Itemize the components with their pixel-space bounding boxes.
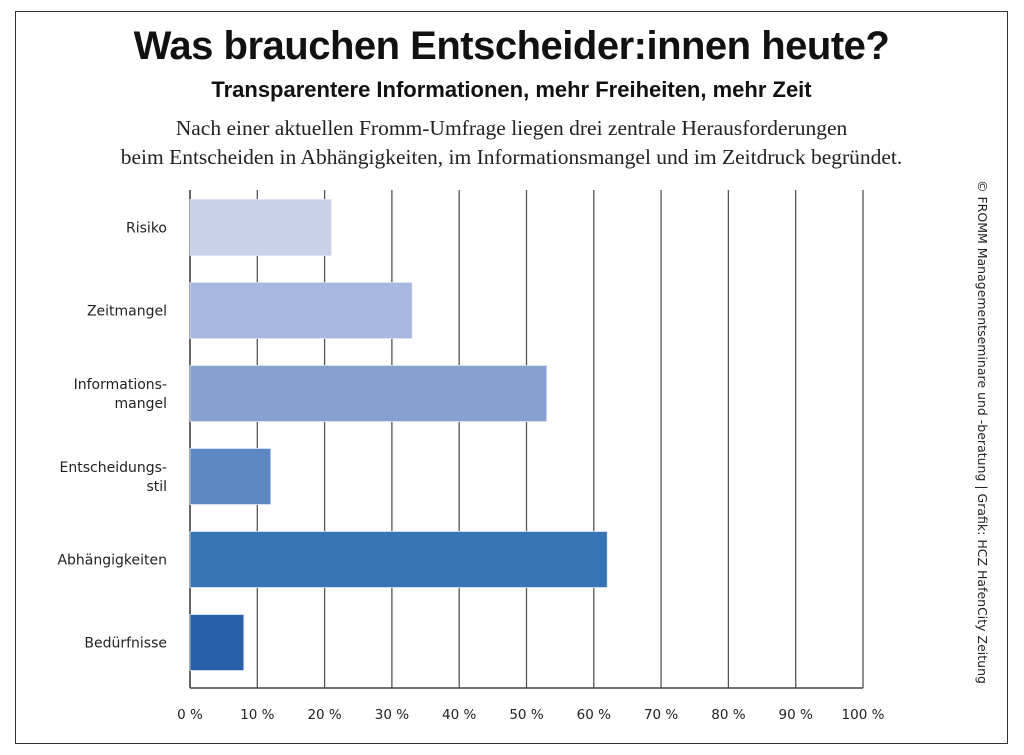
category-label: Zeitmangel [87, 304, 167, 320]
bar [189, 365, 548, 422]
category-label: Risiko [126, 221, 167, 237]
x-tick-label: 50 % [509, 707, 543, 723]
x-tick-label: 60 % [577, 707, 611, 723]
category-label: mangel [115, 396, 167, 412]
bar [189, 614, 245, 671]
chart-title: Was brauchen Entscheider:innen heute? [133, 24, 890, 68]
bar [189, 531, 608, 588]
category-label: Entscheidungs- [60, 460, 167, 476]
x-tick-label: 0 % [177, 707, 203, 723]
category-label: Informations- [74, 377, 167, 393]
x-tick-label: 10 % [240, 707, 274, 723]
bar [189, 199, 332, 256]
x-tick-label: 100 % [842, 707, 885, 723]
x-tick-label: 70 % [644, 707, 678, 723]
description-line: Nach einer aktuellen Fromm-Umfrage liege… [175, 116, 848, 140]
bar [189, 448, 272, 505]
x-tick-label: 80 % [711, 707, 745, 723]
category-label: Abhängigkeiten [57, 553, 167, 569]
bar [189, 282, 413, 339]
x-tick-label: 40 % [442, 707, 476, 723]
x-tick-label: 30 % [375, 707, 409, 723]
category-label: Bedürfnisse [84, 636, 167, 652]
x-tick-label: 20 % [307, 707, 341, 723]
x-tick-label: 90 % [779, 707, 813, 723]
category-label: stil [146, 479, 167, 495]
chart-description: Nach einer aktuellen Fromm-Umfrage liege… [15, 114, 1008, 172]
chart-frame [15, 11, 1008, 744]
chart-subtitle: Transparentere Informationen, mehr Freih… [211, 77, 812, 102]
description-line: beim Entscheiden in Abhängigkeiten, im I… [120, 145, 903, 169]
